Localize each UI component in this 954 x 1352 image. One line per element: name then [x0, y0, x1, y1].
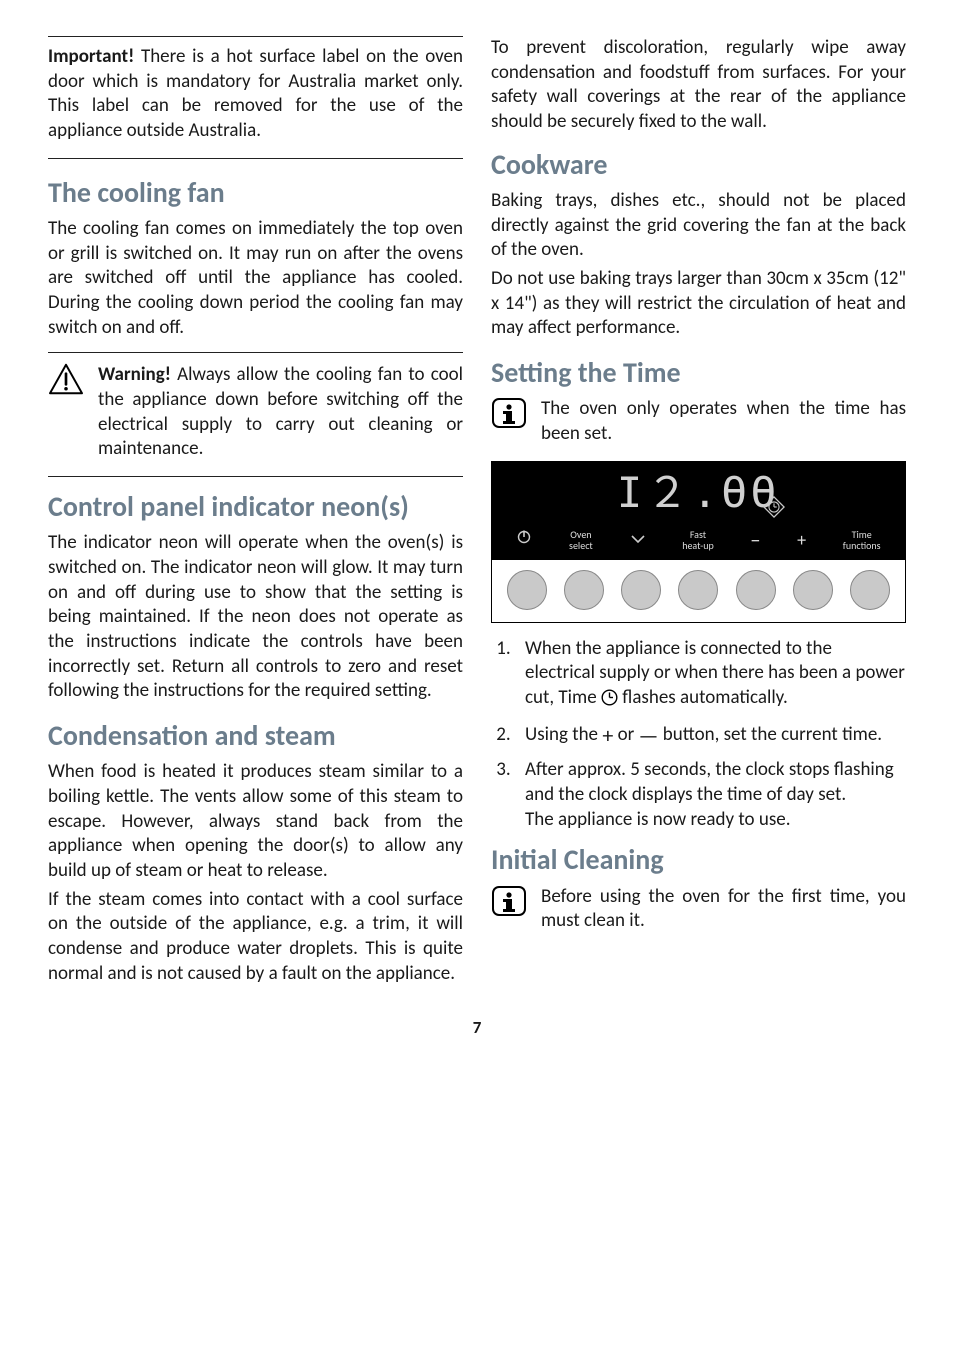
step-3-text: After approx. 5 seconds, the clock stops… [525, 758, 894, 806]
step-3: After approx. 5 seconds, the clock stops… [515, 758, 906, 832]
step-3-after: The appliance is now ready to use. [525, 808, 791, 831]
step-2: Using the + or — button, set the current… [515, 722, 906, 751]
plus-inline-icon: + [602, 722, 613, 751]
knob-5 [736, 570, 776, 610]
knob-2 [564, 570, 604, 610]
clock-display: І２.ӨӨ [617, 466, 780, 521]
label-fast-heatup: Fastheat-up [682, 530, 714, 551]
info-icon [491, 397, 527, 431]
cond-p1: When food is heated it produces steam si… [48, 760, 463, 883]
info-callout-time: The oven only operates when the time has… [491, 397, 906, 450]
important-lead: Important! [48, 45, 134, 68]
important-text: Important! There is a hot surface label … [48, 45, 463, 144]
knob-4 [678, 570, 718, 610]
power-icon [516, 529, 532, 552]
panel-label-row: Ovenselect Fastheat-up − + Timefunctions [492, 524, 905, 560]
heading-setting-time: Setting the Time [491, 357, 906, 389]
warning-text: Warning! Always allow the cooling fan to… [98, 363, 463, 462]
minus-inline-icon: — [639, 722, 659, 751]
chevron-down-icon [630, 530, 646, 551]
knob-3 [621, 570, 661, 610]
warning-lead: Warning! [98, 363, 171, 386]
important-callout: Important! There is a hot surface label … [48, 36, 463, 159]
info-callout-clean: Before using the oven for the first time… [491, 885, 906, 938]
label-time-functions: Timefunctions [843, 530, 881, 551]
cookware-p2: Do not use baking trays larger than 30cm… [491, 267, 906, 341]
cond-p2: If the steam comes into contact with a c… [48, 888, 463, 987]
warning-icon [48, 363, 84, 397]
time-steps-list: When the appliance is connected to the e… [491, 637, 906, 833]
heading-initial-cleaning: Initial Cleaning [491, 844, 906, 876]
page-number: 7 [48, 1017, 906, 1039]
neon-body: The indicator neon will operate when the… [48, 531, 463, 704]
label-oven-select: Ovenselect [569, 530, 593, 551]
step-1: When the appliance is connected to the e… [515, 637, 906, 714]
info-icon [491, 885, 527, 919]
panel-knob-row [492, 560, 905, 622]
step-1b: flashes automatically. [618, 686, 788, 709]
cond-p3: To prevent discoloration, regularly wipe… [491, 36, 906, 135]
clock-icon [763, 496, 785, 518]
knob-1 [507, 570, 547, 610]
heading-cooling-fan: The cooling fan [48, 177, 463, 209]
knob-6 [793, 570, 833, 610]
left-column: Important! There is a hot surface label … [48, 36, 463, 991]
cookware-p1: Baking trays, dishes etc., should not be… [491, 189, 906, 263]
knob-7 [850, 570, 890, 610]
panel-display-area: І２.ӨӨ [492, 462, 905, 524]
step-2a: Using the [525, 723, 602, 746]
warning-callout: Warning! Always allow the cooling fan to… [48, 352, 463, 477]
info-time-text: The oven only operates when the time has… [541, 397, 906, 446]
info-clean-text: Before using the oven for the first time… [541, 885, 906, 934]
heading-condensation: Condensation and steam [48, 720, 463, 752]
minus-icon: − [750, 528, 760, 554]
cooling-body: The cooling fan comes on immediately the… [48, 217, 463, 340]
right-column: To prevent discoloration, regularly wipe… [491, 36, 906, 991]
heading-cookware: Cookware [491, 149, 906, 181]
step-2b: or [613, 723, 638, 746]
two-column-layout: Important! There is a hot surface label … [48, 36, 906, 991]
clock-inline-icon [601, 689, 618, 714]
control-panel-figure: І２.ӨӨ Ovenselect Fastheat-up − + [491, 461, 906, 623]
plus-icon: + [797, 529, 806, 552]
step-2c: button, set the current time. [658, 723, 882, 746]
heading-neon: Control panel indicator neon(s) [48, 491, 463, 523]
